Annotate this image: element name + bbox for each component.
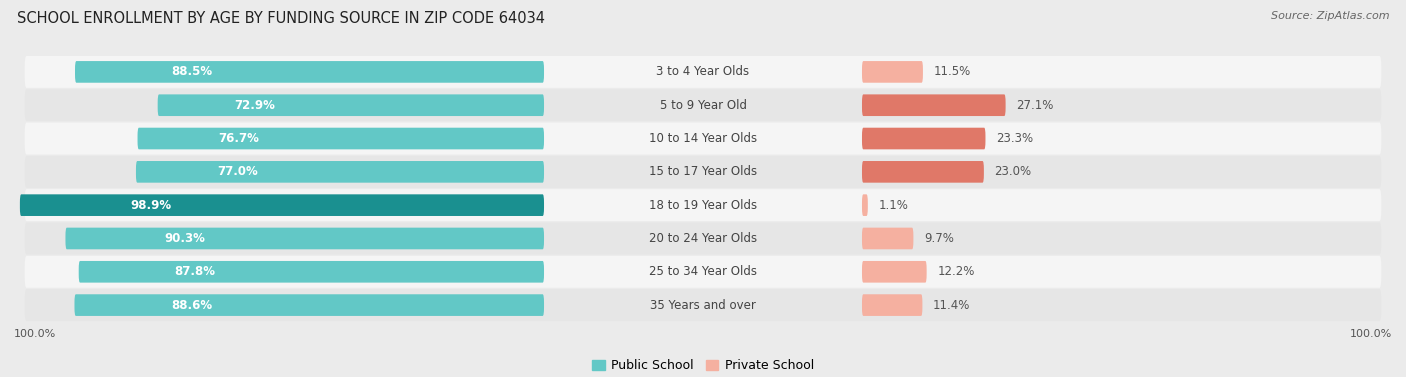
Text: 9.7%: 9.7% [924, 232, 953, 245]
Text: 3 to 4 Year Olds: 3 to 4 Year Olds [657, 65, 749, 78]
FancyBboxPatch shape [66, 228, 544, 249]
FancyBboxPatch shape [75, 61, 544, 83]
Text: 23.0%: 23.0% [994, 166, 1032, 178]
Text: 11.5%: 11.5% [934, 65, 970, 78]
FancyBboxPatch shape [25, 123, 1381, 155]
FancyBboxPatch shape [138, 128, 544, 149]
FancyBboxPatch shape [862, 128, 986, 149]
Text: 12.2%: 12.2% [938, 265, 974, 278]
FancyBboxPatch shape [25, 222, 1381, 254]
Legend: Public School, Private School: Public School, Private School [588, 354, 818, 377]
Text: 20 to 24 Year Olds: 20 to 24 Year Olds [650, 232, 756, 245]
Text: 76.7%: 76.7% [219, 132, 260, 145]
FancyBboxPatch shape [862, 261, 927, 283]
Text: 5 to 9 Year Old: 5 to 9 Year Old [659, 99, 747, 112]
Text: 11.4%: 11.4% [934, 299, 970, 312]
FancyBboxPatch shape [79, 261, 544, 283]
FancyBboxPatch shape [862, 294, 922, 316]
FancyBboxPatch shape [862, 194, 868, 216]
Text: 88.5%: 88.5% [172, 65, 212, 78]
FancyBboxPatch shape [25, 89, 1381, 121]
FancyBboxPatch shape [75, 294, 544, 316]
Text: 77.0%: 77.0% [218, 166, 259, 178]
FancyBboxPatch shape [20, 194, 544, 216]
FancyBboxPatch shape [862, 61, 922, 83]
FancyBboxPatch shape [136, 161, 544, 183]
FancyBboxPatch shape [25, 256, 1381, 288]
Text: 18 to 19 Year Olds: 18 to 19 Year Olds [650, 199, 756, 211]
FancyBboxPatch shape [25, 156, 1381, 188]
Text: 88.6%: 88.6% [172, 299, 212, 312]
Text: 1.1%: 1.1% [879, 199, 908, 211]
FancyBboxPatch shape [157, 94, 544, 116]
Text: 10 to 14 Year Olds: 10 to 14 Year Olds [650, 132, 756, 145]
FancyBboxPatch shape [862, 161, 984, 183]
Text: 35 Years and over: 35 Years and over [650, 299, 756, 312]
FancyBboxPatch shape [25, 189, 1381, 221]
FancyBboxPatch shape [25, 56, 1381, 88]
Text: 90.3%: 90.3% [165, 232, 205, 245]
Text: 87.8%: 87.8% [174, 265, 215, 278]
Text: 25 to 34 Year Olds: 25 to 34 Year Olds [650, 265, 756, 278]
FancyBboxPatch shape [862, 94, 1005, 116]
Text: 100.0%: 100.0% [1350, 329, 1392, 339]
Text: 15 to 17 Year Olds: 15 to 17 Year Olds [650, 166, 756, 178]
FancyBboxPatch shape [862, 228, 914, 249]
Text: 98.9%: 98.9% [131, 199, 172, 211]
Text: Source: ZipAtlas.com: Source: ZipAtlas.com [1271, 11, 1389, 21]
Text: 23.3%: 23.3% [995, 132, 1033, 145]
FancyBboxPatch shape [25, 289, 1381, 321]
Text: 27.1%: 27.1% [1017, 99, 1053, 112]
Text: 72.9%: 72.9% [233, 99, 274, 112]
Text: 100.0%: 100.0% [14, 329, 56, 339]
Text: SCHOOL ENROLLMENT BY AGE BY FUNDING SOURCE IN ZIP CODE 64034: SCHOOL ENROLLMENT BY AGE BY FUNDING SOUR… [17, 11, 546, 26]
